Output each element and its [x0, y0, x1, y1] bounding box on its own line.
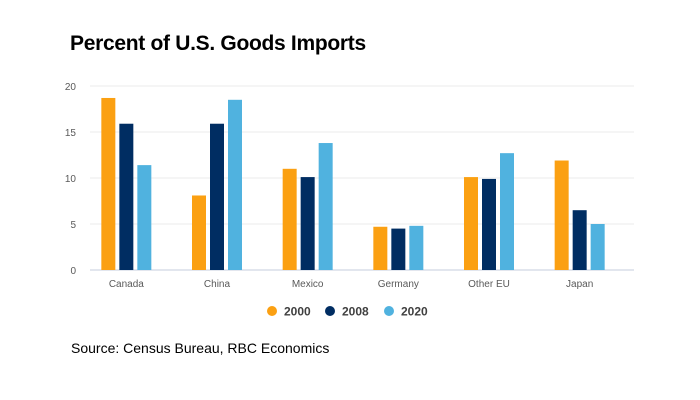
x-tick-label: Canada: [109, 279, 144, 290]
bar-2020-mexico: [318, 143, 333, 270]
legend-label-2000: 2000: [284, 305, 311, 319]
bar-2008-china: [210, 123, 224, 270]
y-tick-label: 10: [65, 174, 77, 185]
x-tick-label: Japan: [566, 279, 593, 290]
bar-2000-china: [192, 195, 206, 270]
bar-2008-germany: [391, 228, 406, 270]
bar-2000-canada: [101, 97, 116, 271]
x-tick-label: China: [204, 279, 231, 290]
x-tick-label: Other EU: [468, 279, 510, 290]
y-tick-label: 5: [70, 220, 76, 231]
x-tick-label: Mexico: [292, 279, 324, 290]
bar-2000-germany: [373, 226, 388, 270]
y-tick-label: 0: [70, 266, 76, 277]
bar-2020-germany: [409, 225, 424, 270]
legend-marker-2000: [267, 306, 277, 316]
y-tick-label: 20: [65, 82, 77, 93]
bar-2000-mexico: [282, 168, 297, 270]
legend-marker-2008: [325, 306, 335, 316]
bar-2008-mexico: [300, 177, 315, 270]
legend-label-2020: 2020: [401, 305, 428, 319]
y-tick-label: 15: [65, 128, 77, 139]
bar-2020-canada: [137, 165, 152, 270]
bar-2020-japan: [590, 224, 605, 270]
bar-2000-other-eu: [464, 177, 478, 270]
bar-2008-japan: [572, 210, 587, 270]
bar-2000-japan: [554, 160, 569, 270]
source-note: Source: Census Bureau, RBC Economics: [71, 340, 330, 356]
legend-label-2008: 2008: [342, 305, 369, 319]
bar-2008-other-eu: [482, 178, 496, 270]
bar-2020-china: [228, 99, 242, 270]
chart-title: Percent of U.S. Goods Imports: [70, 32, 366, 55]
bar-2020-other-eu: [500, 153, 514, 270]
legend-marker-2020: [384, 306, 394, 316]
bar-2008-canada: [119, 123, 134, 270]
x-tick-label: Germany: [378, 279, 419, 290]
